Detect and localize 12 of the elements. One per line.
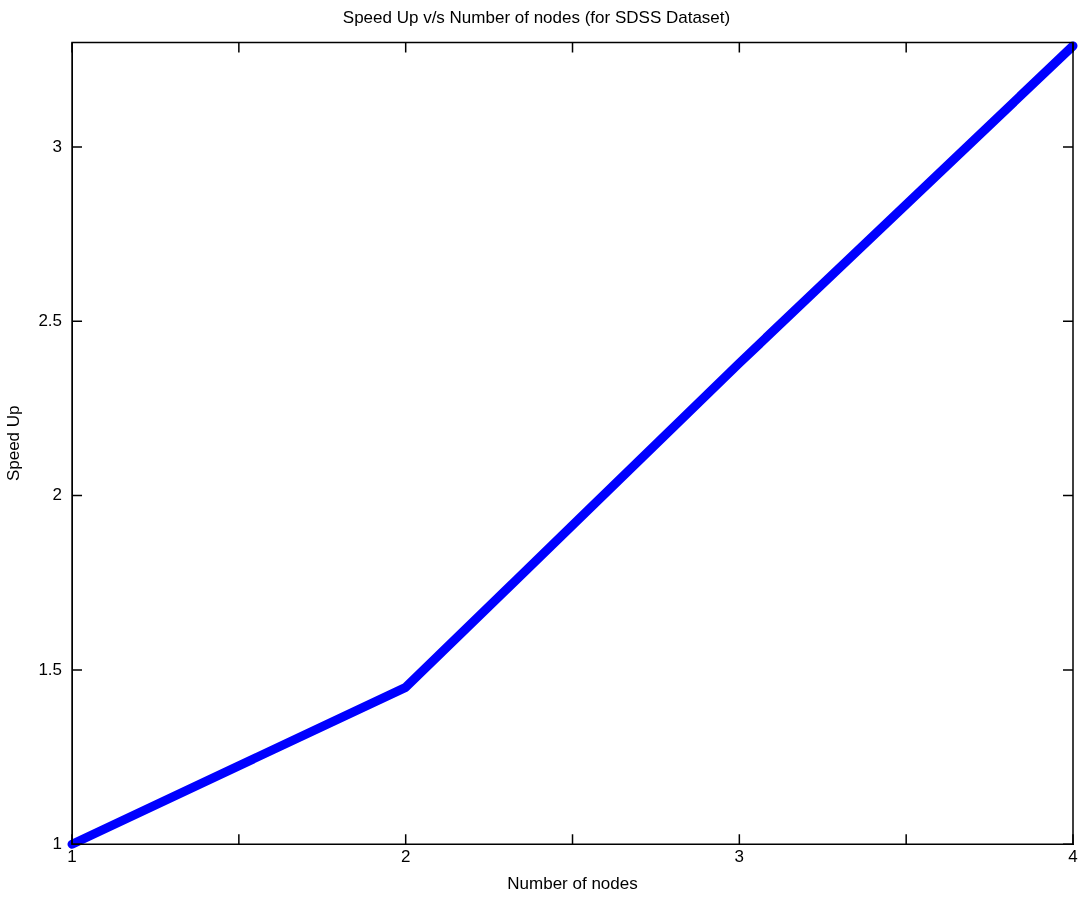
x-axis-title: Number of nodes xyxy=(507,874,638,894)
y-tick-label: 2.5 xyxy=(38,310,63,330)
chart-title: Speed Up v/s Number of nodes (for SDSS Dataset) xyxy=(342,7,731,27)
y-tick-label: 3 xyxy=(52,136,63,156)
y-tick-label: 2 xyxy=(52,485,63,505)
x-tick-label: 3 xyxy=(734,847,745,867)
x-tick-label: 4 xyxy=(1068,847,1078,867)
y-axis-title: Speed Up xyxy=(3,405,23,482)
x-tick-label: 2 xyxy=(400,847,411,867)
y-tick-label: 1 xyxy=(52,833,63,853)
x-tick-label: 1 xyxy=(67,847,77,867)
y-tick-label: 1.5 xyxy=(38,659,63,679)
